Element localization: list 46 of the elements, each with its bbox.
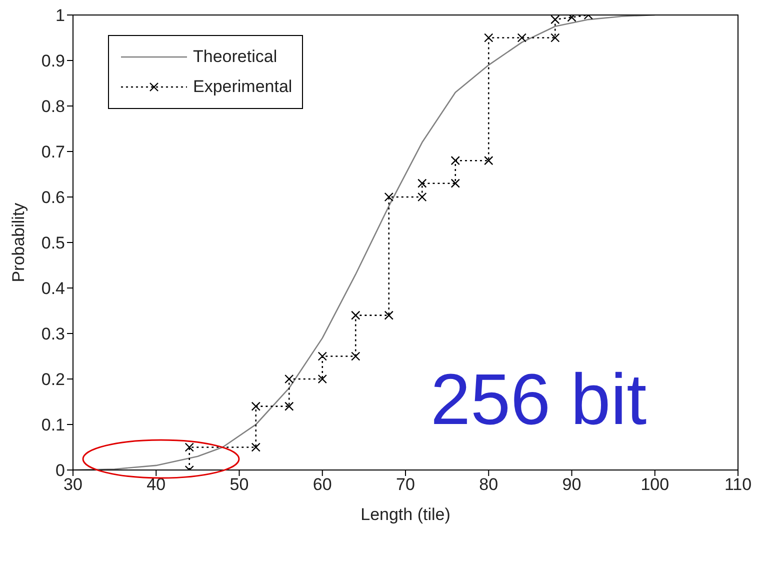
point [484, 156, 494, 166]
legend-label: Experimental [193, 77, 292, 97]
point [450, 156, 460, 166]
x-tick-label: 90 [562, 475, 582, 494]
point [384, 192, 394, 202]
y-tick-label: 0.4 [41, 279, 65, 298]
y-tick-label: 0.5 [41, 234, 65, 253]
point [418, 178, 427, 188]
point [484, 33, 494, 42]
y-tick-label: 0.3 [41, 324, 65, 344]
point [284, 402, 294, 411]
point [418, 192, 427, 202]
point [184, 442, 194, 452]
point [450, 178, 460, 188]
point [318, 374, 327, 384]
point [318, 352, 327, 361]
point [251, 402, 260, 411]
y-tick-label: 0.7 [41, 142, 65, 162]
y-tick-label: 0.2 [41, 370, 65, 390]
y-tick-label: 1 [56, 6, 65, 26]
y-tick-label: 0.1 [41, 416, 65, 435]
annotation: 256 bit [430, 358, 647, 441]
x-tick-label: 80 [479, 475, 498, 494]
point [550, 15, 560, 24]
x-tick-label: 40 [146, 475, 166, 494]
x-tick-label: 70 [396, 475, 415, 494]
y-axis-title: Probability [9, 202, 28, 282]
point [567, 15, 576, 22]
x-axis-title: Length (tile) [360, 505, 450, 524]
point [351, 352, 360, 361]
x-tick-label: 50 [230, 475, 249, 494]
legend-label: Theoretical [193, 47, 278, 67]
point [550, 33, 560, 42]
y-tick-label: 0.6 [41, 188, 65, 208]
y-tick-label: 0.9 [41, 52, 65, 71]
point [251, 442, 260, 452]
y-tick-label: 0 [56, 461, 65, 480]
x-tick-label: 110 [724, 475, 752, 494]
point [384, 310, 394, 320]
point [351, 310, 360, 320]
point [517, 33, 526, 42]
x-tick-label: 100 [640, 475, 670, 494]
y-tick-label: 0.8 [41, 97, 65, 116]
x-tick-label: 30 [64, 475, 82, 494]
x-tick-label: 60 [312, 475, 332, 494]
point [284, 374, 294, 384]
